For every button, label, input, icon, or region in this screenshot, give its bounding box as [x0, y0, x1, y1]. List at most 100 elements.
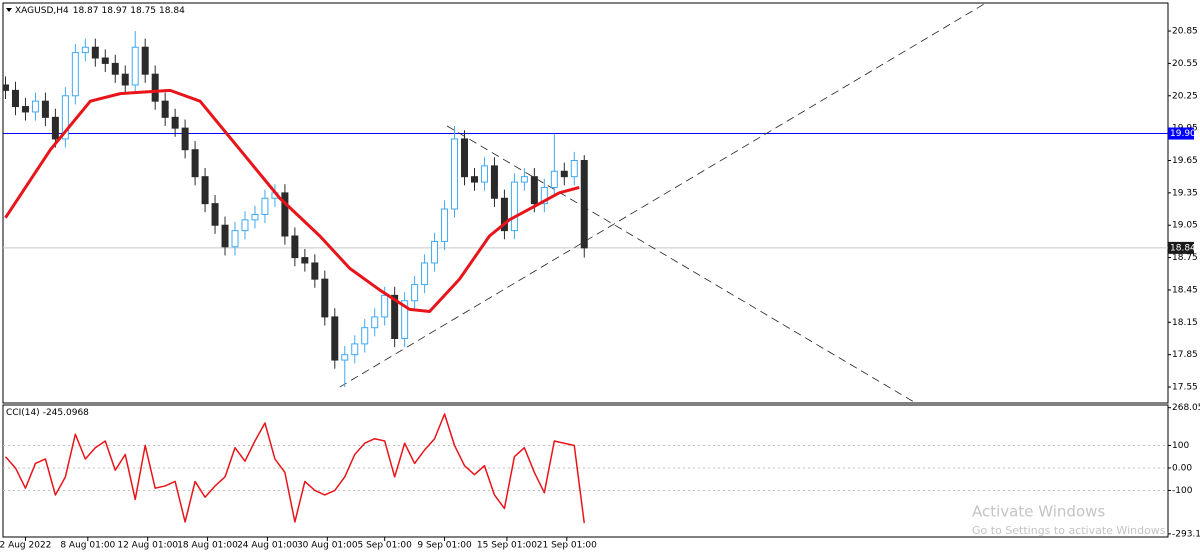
- price-plot: [3, 3, 1168, 403]
- candle-body: [81, 46, 89, 54]
- candle-body: [161, 100, 169, 118]
- candle-body: [371, 316, 379, 329]
- ohlc-open: 18.87: [73, 6, 99, 16]
- candle-body: [441, 208, 449, 242]
- candle-body: [3, 84, 9, 91]
- candle-body: [131, 46, 139, 86]
- symbol-header: XAGUSD,H4 18.87 18.97 18.75 18.84: [15, 6, 185, 16]
- moving-average: [4, 88, 580, 314]
- price-level-tag: [1168, 127, 1194, 140]
- cci-line: [4, 413, 585, 524]
- watermark-subtitle: Go to Settings to activate Windows.: [972, 524, 1169, 537]
- candle-body: [311, 262, 319, 280]
- candle-body: [171, 116, 179, 129]
- candle-body: [381, 294, 389, 318]
- candle-body: [321, 278, 329, 318]
- candle-body: [111, 62, 119, 75]
- y-tick-label: 19.65: [1172, 156, 1198, 166]
- candle-body: [570, 159, 578, 178]
- x-tick-label: 9 Sep 01:00: [417, 541, 472, 551]
- x-tick-label: 12 Aug 01:00: [117, 541, 178, 551]
- x-tick-label: 30 Aug 01:00: [297, 541, 358, 551]
- candle-body: [201, 176, 209, 205]
- axes: 20.8520.5520.2519.9519.6519.3519.0518.75…: [0, 27, 1200, 551]
- candle-body: [510, 181, 518, 232]
- candle-body: [191, 149, 199, 178]
- x-tick-label: 21 Sep 01:00: [537, 541, 597, 551]
- candle-body: [301, 257, 309, 264]
- symbol: XAGUSD,H4: [15, 6, 69, 16]
- x-tick-label: 8 Aug 01:00: [60, 541, 115, 551]
- candle-body: [411, 284, 419, 302]
- candle-body: [251, 213, 259, 221]
- price-panel-frame: [2, 2, 1169, 404]
- candle-body: [331, 316, 339, 361]
- candle-body: [391, 294, 399, 339]
- candle-body: [41, 100, 49, 118]
- y-tick-label: 18.45: [1172, 285, 1198, 295]
- y-tick-label: 20.55: [1172, 59, 1198, 69]
- x-tick-label: 18 Aug 01:00: [177, 541, 238, 551]
- candle-body: [490, 165, 498, 199]
- x-tick-label: 5 Sep 01:00: [358, 541, 413, 551]
- cci-header: CCI(14) -245.0968: [6, 408, 89, 418]
- candle-body: [500, 197, 508, 232]
- y-tick-label: -293.136: [1172, 529, 1200, 539]
- cci-title: CCI(14): [6, 408, 40, 418]
- candle-body: [530, 176, 538, 205]
- y-tick-label: 18.75: [1172, 253, 1198, 263]
- ohlc-low: 18.75: [130, 6, 156, 16]
- candle-body: [51, 116, 59, 140]
- candle-body: [461, 138, 469, 178]
- candle-body: [261, 197, 269, 215]
- candle-body: [101, 57, 109, 64]
- candle-body: [31, 100, 39, 113]
- price-level-label: 18.84: [1170, 243, 1196, 253]
- y-tick-label: 17.55: [1172, 383, 1198, 393]
- y-tick-label: 0.00: [1172, 463, 1192, 473]
- ohlc-close: 18.84: [159, 6, 185, 16]
- price-level-tag: [1168, 241, 1194, 254]
- ohlc-high: 18.97: [102, 6, 128, 16]
- candle-body: [431, 240, 439, 264]
- trend-line: [339, 3, 987, 388]
- candle-body: [221, 224, 229, 248]
- candle-body: [151, 73, 159, 102]
- candle-body: [480, 165, 488, 183]
- candle-body: [451, 138, 459, 210]
- candle-body: [21, 106, 29, 113]
- y-tick-label: 268.052: [1172, 403, 1200, 413]
- menu-arrow[interactable]: [6, 8, 12, 12]
- candle-body: [241, 219, 249, 232]
- candle-body: [181, 127, 189, 151]
- x-tick-label: 24 Aug 01:00: [237, 541, 298, 551]
- candle-body: [231, 230, 239, 248]
- cci-panel-frame: [2, 404, 1169, 538]
- y-tick-label: 100: [1172, 441, 1189, 451]
- candle-body: [11, 89, 19, 108]
- candle-body: [580, 159, 588, 249]
- candle-body: [351, 343, 359, 356]
- y-tick-label: 19.35: [1172, 188, 1198, 198]
- candle-body: [291, 235, 299, 259]
- x-tick-label: 15 Sep 01:00: [477, 541, 537, 551]
- candle-body: [560, 170, 568, 178]
- price-level-label: 19.90: [1170, 129, 1196, 139]
- candle-body: [520, 176, 528, 183]
- y-tick-label: 19.05: [1172, 221, 1198, 231]
- candle-body: [71, 52, 79, 97]
- candle-body: [61, 95, 69, 140]
- candle-body: [281, 192, 289, 237]
- candle-body: [470, 176, 478, 183]
- x-tick-label: 2 Aug 2022: [0, 541, 51, 551]
- candle-body: [211, 203, 219, 226]
- y-tick-label: -100: [1172, 486, 1193, 496]
- cci-value: -245.0968: [43, 408, 89, 418]
- candle-body: [421, 262, 429, 286]
- candle-body: [141, 46, 149, 75]
- watermark-title: Activate Windows: [972, 503, 1105, 521]
- candle-body: [121, 73, 129, 86]
- y-tick-label: 20.85: [1172, 27, 1198, 37]
